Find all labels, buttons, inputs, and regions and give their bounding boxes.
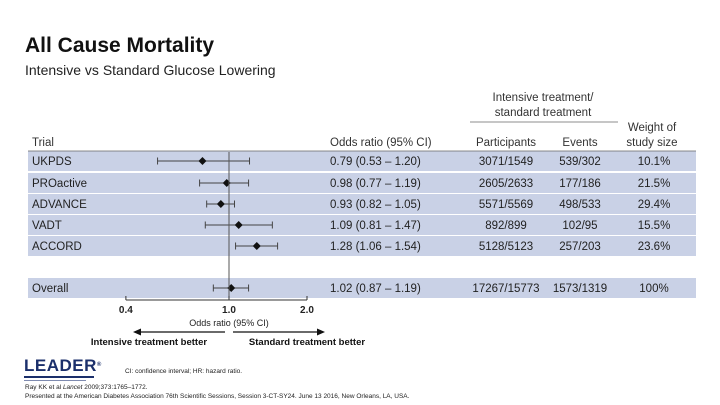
odds-ratio-proactive: 0.98 (0.77 – 1.19) [330,178,421,190]
estimate-marker-ukpds [198,157,207,165]
page-title: All Cause Mortality [25,34,215,57]
header-weight-line-1: Weight of [628,122,677,134]
events-advance: 498/533 [559,199,601,211]
row-band-accord [28,236,696,256]
weight-proactive: 21.5% [638,178,671,190]
presented-note: Presented at the American Diabetes Assoc… [25,393,410,400]
odds-ratio-overall: 1.02 (0.87 – 1.19) [330,283,421,295]
trial-label-ukpds: UKPDS [32,156,72,168]
participants-overall: 17267/15773 [472,283,539,295]
reference: Ray KK et al Lancet 2009;373:1765–1772. [25,384,148,391]
events-proactive: 177/186 [559,178,601,190]
row-band-vadt [28,215,696,235]
logo-rule-thin [24,380,86,381]
header-events: Events [562,137,597,149]
page-subtitle: Intensive vs Standard Glucose Lowering [25,62,276,78]
x-tick-label-2.0: 2.0 [300,305,314,316]
events-accord: 257/203 [559,241,601,253]
header-odds-ratio: Odds ratio (95% CI) [330,137,432,149]
footnote: CI: confidence interval; HR: hazard rati… [125,368,243,375]
row-band-proactive [28,173,696,193]
logo-rule [24,376,94,378]
trial-label-overall: Overall [32,283,68,295]
odds-ratio-advance: 0.93 (0.82 – 1.05) [330,199,421,211]
direction-label-left: Intensive treatment better [91,337,207,348]
events-overall: 1573/1319 [553,283,607,295]
participants-advance: 5571/5569 [479,199,533,211]
weight-ukpds: 10.1% [638,156,671,168]
row-band-advance [28,194,696,214]
row-band-ukpds [28,151,696,171]
header-group-line-1: Intensive treatment/ [493,92,595,104]
direction-label-right: Standard treatment better [249,337,365,348]
logo-text: LEADER [24,356,97,375]
row-band-overall [28,278,696,298]
header-participants: Participants [476,137,536,149]
logo-registered-mark: ® [96,362,102,368]
participants-proactive: 2605/2633 [479,178,533,190]
x-tick-label-0.4: 0.4 [119,305,133,316]
participants-accord: 5128/5123 [479,241,533,253]
odds-ratio-ukpds: 0.79 (0.53 – 1.20) [330,156,421,168]
estimate-marker-vadt [234,221,243,229]
x-axis-label: Odds ratio (95% CI) [189,318,269,328]
estimate-marker-accord [252,242,261,250]
weight-advance: 29.4% [638,199,671,211]
arrow-left-head [133,328,141,336]
odds-ratio-accord: 1.28 (1.06 – 1.54) [330,241,421,253]
header-group-line-2: standard treatment [495,107,592,119]
arrow-right-head [317,328,325,336]
header-weight-line-2: study size [626,137,677,149]
leader-logo: LEADER® [24,357,106,381]
estimate-marker-advance [216,200,225,208]
weight-accord: 23.6% [638,241,671,253]
x-tick-label-1.0: 1.0 [222,305,236,316]
participants-vadt: 892/899 [485,220,527,232]
trial-label-advance: ADVANCE [32,199,87,211]
trial-label-vadt: VADT [32,220,62,232]
trial-label-proactive: PROactive [32,178,87,190]
events-vadt: 102/95 [562,220,597,232]
weight-overall: 100% [639,283,668,295]
participants-ukpds: 3071/1549 [479,156,533,168]
weight-vadt: 15.5% [638,220,671,232]
odds-ratio-vadt: 1.09 (0.81 – 1.47) [330,220,421,232]
trial-label-accord: ACCORD [32,241,82,253]
events-ukpds: 539/302 [559,156,601,168]
header-trial: Trial [32,137,54,149]
